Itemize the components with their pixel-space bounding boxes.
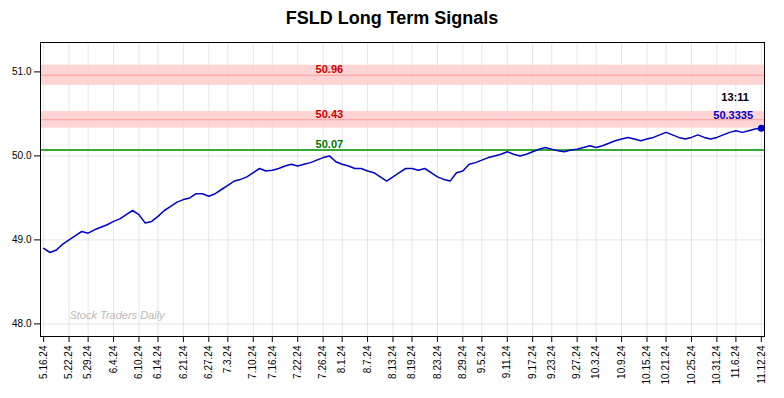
svg-text:50.3335: 50.3335 <box>713 109 753 121</box>
svg-text:8.23.24: 8.23.24 <box>432 345 443 379</box>
svg-text:7.22.24: 7.22.24 <box>292 345 303 379</box>
svg-text:10.25.24: 10.25.24 <box>686 345 697 384</box>
svg-text:Stock Traders Daily: Stock Traders Daily <box>69 309 166 321</box>
svg-text:48.0: 48.0 <box>12 318 32 329</box>
svg-text:9.17.24: 9.17.24 <box>527 345 538 379</box>
svg-text:6.10.24: 6.10.24 <box>133 345 144 379</box>
svg-text:51.0: 51.0 <box>12 66 32 77</box>
svg-text:49.0: 49.0 <box>12 234 32 245</box>
svg-text:50.96: 50.96 <box>316 63 344 75</box>
svg-text:8.29.24: 8.29.24 <box>457 345 468 379</box>
html-text:FSLD Long Term Signals: FSLD Long Term Signals <box>285 8 499 28</box>
svg-text:6.14.24: 6.14.24 <box>152 345 163 379</box>
svg-text:8.13.24: 8.13.24 <box>387 345 398 379</box>
svg-text:50.0: 50.0 <box>12 150 32 161</box>
svg-text:10.15.24: 10.15.24 <box>641 345 652 384</box>
svg-text:6.21.24: 6.21.24 <box>178 345 189 379</box>
svg-text:8.19.24: 8.19.24 <box>406 345 417 379</box>
svg-text:10.9.24: 10.9.24 <box>616 345 627 379</box>
svg-text:9.5.24: 9.5.24 <box>476 345 487 373</box>
svg-text:11.12.24: 11.12.24 <box>756 345 767 384</box>
svg-text:5.22.24: 5.22.24 <box>63 345 74 379</box>
svg-text:50.07: 50.07 <box>316 138 344 150</box>
svg-text:7.10.24: 7.10.24 <box>247 345 258 379</box>
svg-text:5.29.24: 5.29.24 <box>82 345 93 379</box>
svg-text:9.11.24: 9.11.24 <box>501 345 512 378</box>
svg-text:9.27.24: 9.27.24 <box>571 345 582 379</box>
svg-text:6.4.24: 6.4.24 <box>108 345 119 373</box>
svg-text:10.3.24: 10.3.24 <box>590 345 601 379</box>
svg-text:5.16.24: 5.16.24 <box>38 345 49 379</box>
svg-text:8.1.24: 8.1.24 <box>336 345 347 373</box>
svg-text:6.27.24: 6.27.24 <box>203 345 214 379</box>
svg-text:7.3.24: 7.3.24 <box>222 345 233 373</box>
svg-text:9.23.24: 9.23.24 <box>546 345 557 379</box>
svg-text:13:11: 13:11 <box>721 91 749 103</box>
svg-text:7.16.24: 7.16.24 <box>267 345 278 379</box>
svg-text:10.21.24: 10.21.24 <box>660 345 671 384</box>
svg-text:11.6.24: 11.6.24 <box>730 345 741 378</box>
svg-text:50.43: 50.43 <box>316 108 344 120</box>
svg-text:7.26.24: 7.26.24 <box>317 345 328 379</box>
svg-text:10.31.24: 10.31.24 <box>711 345 722 384</box>
svg-text:8.7.24: 8.7.24 <box>362 345 373 373</box>
